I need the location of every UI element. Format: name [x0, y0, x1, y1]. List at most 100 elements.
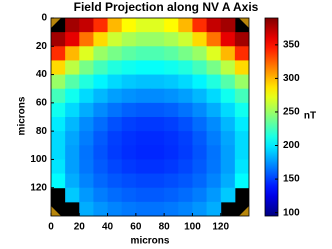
- heatmap-cell: [234, 32, 250, 47]
- heatmap-cell: [234, 117, 250, 132]
- heatmap-cell: [178, 187, 193, 203]
- heatmap-cell: [51, 102, 66, 118]
- heatmap-cell: [164, 187, 179, 203]
- heatmap-cell: [121, 102, 137, 118]
- heatmap-cell: [206, 32, 222, 47]
- colorbar-tick-label: 100: [283, 207, 300, 218]
- heatmap-cell: [206, 46, 222, 61]
- heatmap-cell: [164, 201, 179, 217]
- y-tick-label: 80: [36, 126, 48, 137]
- heatmap-cell: [164, 32, 179, 47]
- heatmap-cell: [135, 46, 151, 61]
- heatmap-cell: [121, 60, 137, 76]
- heatmap-cell: [150, 201, 165, 217]
- heatmap-cell: [178, 74, 193, 90]
- heatmap-cell: [150, 145, 165, 160]
- corner-marker: [239, 18, 249, 28]
- heatmap-cell: [220, 187, 236, 203]
- heatmap-cell: [121, 187, 137, 203]
- heatmap-cell: [234, 74, 250, 90]
- heatmap-cell: [206, 102, 222, 118]
- heatmap-cell: [178, 145, 193, 160]
- heatmap-cell: [135, 173, 151, 189]
- heatmap-cell: [192, 102, 208, 118]
- heatmap-cell: [220, 88, 236, 104]
- colorbar-tick-label: 250: [283, 107, 300, 118]
- heatmap-cell: [192, 131, 208, 146]
- heatmap-cell: [135, 74, 151, 90]
- heatmap-cell: [135, 145, 151, 160]
- heatmap-cell: [178, 117, 193, 132]
- heatmap-cell: [121, 173, 137, 189]
- y-tick-label: 0: [41, 13, 47, 24]
- heatmap-cell: [164, 60, 179, 76]
- heatmap-cell: [164, 74, 179, 90]
- heatmap-cell: [79, 159, 94, 175]
- heatmap-cell: [234, 173, 250, 189]
- heatmap-cell: [178, 131, 193, 146]
- heatmap-cell: [150, 159, 165, 175]
- heatmap-cell: [135, 102, 151, 118]
- corner-marker: [51, 206, 61, 216]
- heatmap-cell: [79, 187, 94, 203]
- heatmap-cell: [234, 159, 250, 175]
- x-tick-label: 40: [102, 222, 114, 233]
- heatmap-cell: [206, 145, 222, 160]
- heatmap-cell: [220, 145, 236, 160]
- heatmap-cell: [107, 18, 123, 33]
- heatmap-cell: [121, 74, 137, 90]
- heatmap-cell: [121, 18, 137, 33]
- heatmap-cell: [51, 159, 66, 175]
- heatmap-cell: [164, 173, 179, 189]
- heatmap-cell: [164, 145, 179, 160]
- heatmap-cell: [107, 46, 123, 61]
- heatmap-cell: [93, 131, 109, 146]
- y-tick-label: 20: [36, 41, 48, 52]
- y-tick-label: 120: [30, 182, 47, 193]
- heatmap-cell: [107, 74, 123, 90]
- heatmap-cell: [150, 131, 165, 146]
- heatmap-cell: [65, 131, 80, 146]
- heatmap-cell: [121, 46, 137, 61]
- heatmap-cell: [93, 145, 109, 160]
- heatmap-cell: [234, 102, 250, 118]
- heatmap-cell: [135, 159, 151, 175]
- x-tick-label: 60: [130, 222, 142, 233]
- heatmap-cell: [93, 32, 109, 47]
- heatmap-cell: [220, 159, 236, 175]
- x-tick-label: 0: [48, 222, 54, 233]
- heatmap-cell: [150, 32, 165, 47]
- heatmap-cell: [192, 159, 208, 175]
- heatmap-cell: [178, 102, 193, 118]
- heatmap-cell: [192, 145, 208, 160]
- heatmap-cell: [65, 60, 80, 76]
- heatmap-cell: [65, 173, 80, 189]
- heatmap-cell: [51, 88, 66, 104]
- y-axis-label: microns: [17, 96, 28, 135]
- heatmap-cell: [107, 102, 123, 118]
- heatmap-cell: [51, 60, 66, 76]
- heatmap-cell: [220, 18, 236, 33]
- heatmap-cell: [206, 173, 222, 189]
- heatmap-cell: [150, 60, 165, 76]
- heatmap-cell: [150, 74, 165, 90]
- heatmap-cell: [220, 74, 236, 90]
- heatmap-cell: [135, 32, 151, 47]
- heatmap-cell: [51, 145, 66, 160]
- heatmap-cell: [178, 88, 193, 104]
- heatmap-cell: [178, 32, 193, 47]
- heatmap-cell: [79, 102, 94, 118]
- y-tick-label: 60: [36, 97, 48, 108]
- heatmap-cell: [220, 173, 236, 189]
- heatmap-cell: [79, 201, 94, 217]
- heatmap-cell: [79, 74, 94, 90]
- heatmap-cell: [93, 201, 109, 217]
- colorbar: [264, 17, 279, 217]
- heatmap-cell: [150, 102, 165, 118]
- heatmap-cell: [206, 18, 222, 33]
- heatmap-cell: [192, 46, 208, 61]
- x-tick-label: 120: [212, 222, 229, 233]
- heatmap-cell: [93, 187, 109, 203]
- heatmap-cell: [121, 145, 137, 160]
